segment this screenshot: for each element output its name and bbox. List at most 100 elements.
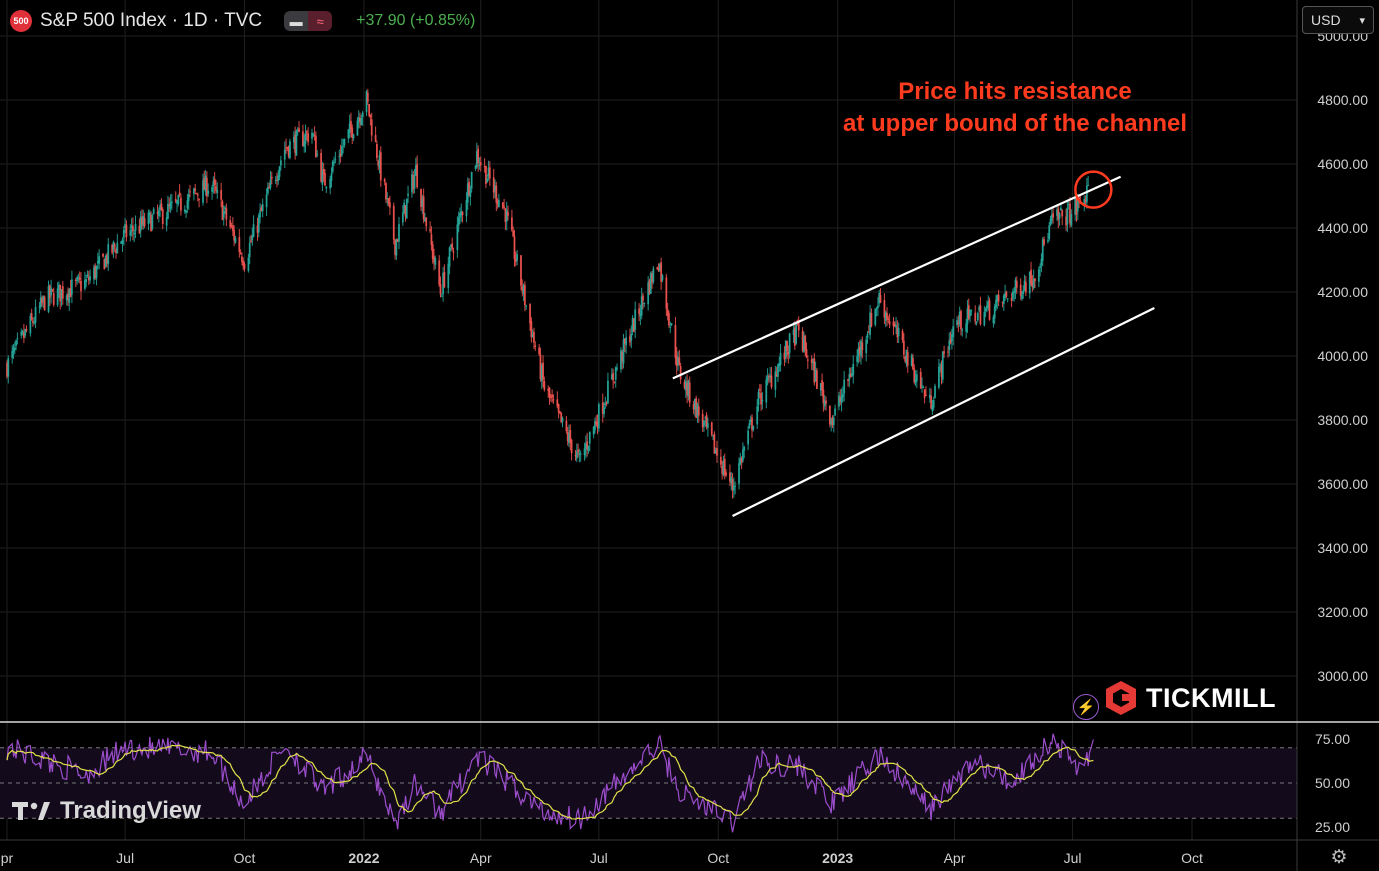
candle-body	[719, 456, 722, 465]
candle-body	[451, 243, 454, 249]
resistance-annotation: Price hits resistance at upper bound of …	[780, 76, 1250, 140]
candle-body	[94, 265, 97, 278]
candle-body	[952, 326, 955, 338]
candle-body	[360, 118, 363, 126]
candle-body	[394, 239, 396, 255]
candle-body	[804, 335, 807, 350]
candle-body	[414, 165, 417, 176]
candle-body	[260, 207, 263, 212]
candle-body	[412, 175, 415, 190]
candle-body	[950, 334, 953, 342]
candle-body	[492, 177, 495, 193]
candle-body	[449, 245, 452, 247]
candle-body	[679, 366, 682, 380]
minus-icon[interactable]: ▬	[284, 11, 309, 31]
candle-body	[174, 198, 177, 202]
candle-body	[603, 407, 605, 415]
candle-body	[538, 347, 541, 354]
candle-body	[539, 354, 542, 380]
candle-body	[225, 208, 228, 220]
candle-body	[879, 294, 882, 303]
candle-body	[230, 225, 233, 227]
candle-body	[378, 154, 381, 168]
candle-body	[540, 365, 543, 382]
candle-body	[74, 280, 77, 282]
candle-body	[930, 395, 933, 409]
candle-body	[142, 216, 145, 226]
candle-body	[289, 141, 291, 159]
candle-body	[595, 421, 598, 425]
candle-body	[170, 201, 173, 204]
candle-body	[821, 380, 823, 391]
wave-icon[interactable]: ≈	[308, 11, 333, 31]
candle-body	[670, 323, 673, 326]
candle-body	[630, 333, 633, 341]
candle-body	[578, 453, 581, 455]
indicator-toggle[interactable]: ▬ ≈	[284, 11, 333, 31]
candle-body	[588, 431, 591, 444]
candle-body	[207, 190, 210, 195]
price-tick-label: 3400.00	[1317, 540, 1368, 556]
candle-body	[1084, 199, 1087, 203]
gear-icon[interactable]: ⚙	[1330, 846, 1348, 868]
candle-body	[921, 385, 923, 387]
candle-body	[634, 309, 637, 330]
candle-body	[960, 310, 962, 330]
candle-body	[311, 132, 313, 139]
candle-body	[848, 374, 851, 381]
candle-body	[530, 320, 533, 338]
candle-body	[587, 446, 590, 451]
candle-body	[102, 253, 104, 257]
candle-body	[677, 357, 679, 365]
candle-body	[279, 160, 282, 166]
candle-body	[892, 321, 895, 327]
currency-select[interactable]: USD ▾	[1302, 6, 1374, 34]
candle-body	[797, 322, 800, 331]
candle-body	[614, 367, 617, 380]
candle-body	[1006, 298, 1009, 300]
candle-body	[575, 451, 578, 459]
candle-body	[495, 185, 498, 203]
candle-body	[95, 266, 98, 279]
candle-body	[156, 211, 159, 214]
candle-body	[512, 230, 515, 237]
candle-body	[1057, 208, 1060, 220]
candle-body	[269, 179, 272, 188]
candle-body	[104, 256, 107, 267]
candle-body	[774, 371, 777, 390]
candle-body	[151, 215, 154, 229]
candle-body	[896, 327, 899, 338]
time-tick-label: Oct	[707, 850, 729, 866]
annotation-line-2: at upper bound of the channel	[843, 110, 1187, 137]
symbol-badge[interactable]: 500	[10, 10, 32, 32]
candle-body	[1043, 239, 1045, 245]
candle-body	[714, 450, 717, 454]
symbol-title[interactable]: S&P 500 Index · 1D · TVC	[40, 10, 263, 31]
candle-body	[352, 134, 355, 139]
candle-body	[329, 179, 332, 189]
candle-body	[134, 224, 137, 232]
candle-body	[220, 190, 223, 200]
candle-body	[1010, 297, 1013, 301]
candle-body	[788, 333, 791, 353]
candle-body	[622, 339, 625, 364]
candle-body	[877, 305, 879, 308]
candle-body	[513, 236, 516, 260]
candle-body	[216, 189, 219, 193]
candle-body	[157, 210, 160, 217]
lightning-icon[interactable]: ⚡	[1073, 694, 1099, 720]
candle-body	[38, 306, 41, 308]
candle-body	[1002, 295, 1005, 304]
candle-body	[988, 300, 991, 320]
price-tick-label: 4600.00	[1317, 156, 1368, 172]
candle-body	[407, 193, 409, 196]
candle-body	[767, 376, 770, 378]
candle-body	[861, 342, 864, 351]
candle-body	[660, 262, 663, 282]
price-tick-label: 4800.00	[1317, 92, 1368, 108]
candle-body	[457, 217, 460, 226]
candle-body	[439, 284, 442, 295]
candle-body	[784, 340, 787, 358]
candle-body	[648, 280, 651, 294]
candle-body	[339, 153, 342, 157]
